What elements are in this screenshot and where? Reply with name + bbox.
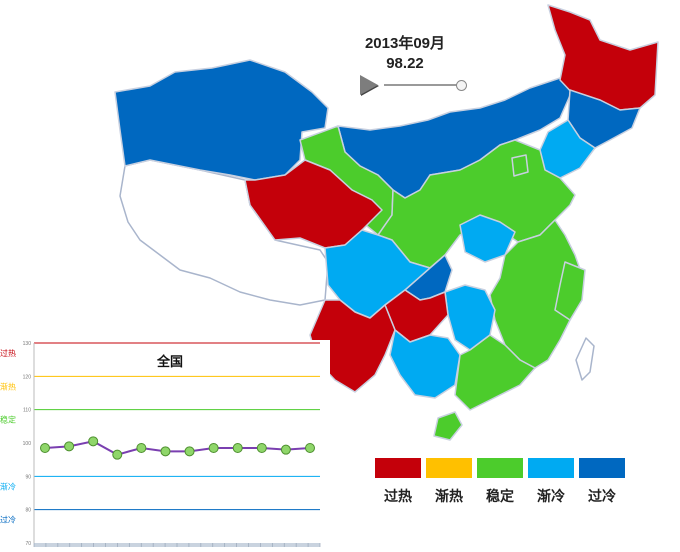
data-point[interactable] [280, 444, 291, 455]
data-point[interactable] [136, 443, 147, 453]
region-hainan [433, 411, 463, 441]
timeline-knob[interactable] [456, 80, 467, 91]
threshold-label: 过冷 [0, 515, 16, 525]
y-tick-label: 100 [23, 441, 32, 447]
data-point[interactable] [208, 443, 219, 453]
readout-date: 2013年09月 [364, 35, 446, 52]
threshold-label: 过热 [0, 348, 16, 358]
y-tick-label: 110 [23, 408, 31, 414]
timeline-player [360, 74, 470, 98]
data-point[interactable] [232, 443, 243, 453]
data-point[interactable] [256, 443, 267, 453]
region-guangdong [454, 334, 536, 411]
data-point[interactable] [305, 443, 315, 453]
legend-label-overcool: 过冷 [588, 488, 616, 504]
time-readout: 2013年09月 98.22 [350, 32, 460, 72]
legend-labels: 过热 渐热 稳定 渐冷 过冷 [375, 486, 635, 506]
data-point[interactable] [160, 446, 171, 457]
data-point[interactable] [64, 441, 75, 452]
region-guangxi [389, 329, 461, 399]
region-taiwan [575, 337, 595, 381]
legend-swatch-overcool [579, 458, 625, 478]
y-tick-label: 90 [25, 474, 31, 480]
legend-label-warming: 渐热 [435, 488, 463, 504]
region-beijing [511, 154, 529, 177]
y-tick-label: 80 [25, 508, 31, 514]
play-icon[interactable] [360, 75, 378, 95]
region-xinjiang [114, 59, 329, 181]
region-hubei [459, 214, 516, 263]
legend-swatch-overheat [375, 458, 421, 478]
data-point[interactable] [184, 446, 195, 457]
legend-label-overheat: 过热 [384, 488, 412, 504]
legend-swatch-cooling [528, 458, 574, 478]
data-point[interactable] [40, 443, 50, 453]
data-point[interactable] [112, 449, 123, 460]
region-east [489, 219, 583, 369]
legend-label-cooling: 渐冷 [537, 488, 565, 504]
legend-swatch-warming [426, 458, 472, 478]
region-zhejiang [554, 261, 586, 321]
y-tick-label: 130 [23, 341, 32, 347]
threshold-label: 渐热 [0, 381, 16, 391]
y-tick-label: 70 [25, 541, 31, 547]
chart-background [0, 340, 330, 552]
timeline-track[interactable] [384, 84, 460, 86]
legend: 过热 渐热 稳定 渐冷 过冷 [375, 458, 635, 506]
legend-swatches [375, 458, 635, 478]
threshold-label: 稳定 [0, 415, 16, 425]
readout-value: 98.22 [386, 55, 424, 72]
data-point[interactable] [88, 436, 99, 447]
legend-swatch-stable [477, 458, 523, 478]
threshold-label: 渐冷 [0, 481, 16, 491]
legend-label-stable: 稳定 [486, 488, 514, 504]
y-tick-label: 120 [23, 374, 32, 380]
chart-title: 全国 [156, 354, 183, 369]
